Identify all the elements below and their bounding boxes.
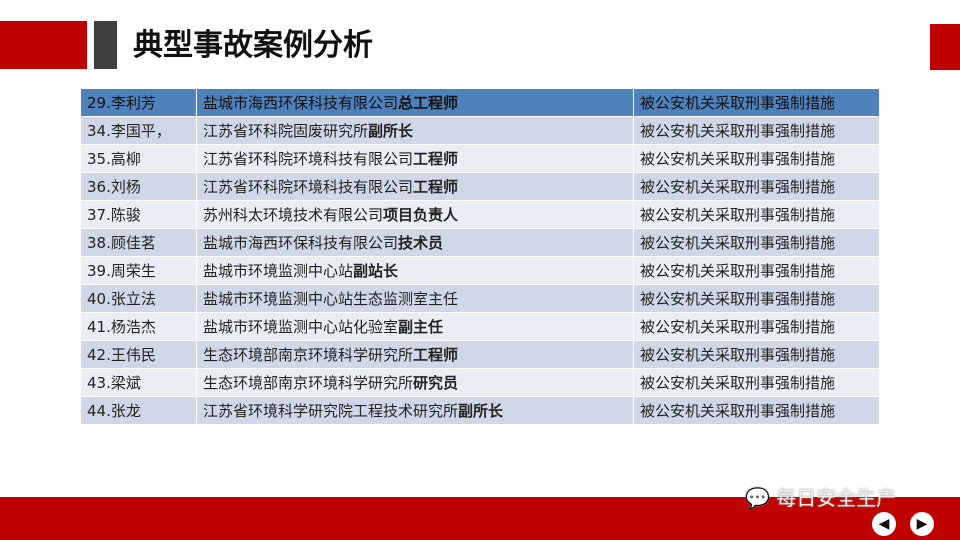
org-text: 生态环境部南京环境科学研究所: [203, 374, 414, 392]
status-cell: 被公安机关采取刑事强制措施: [633, 312, 880, 341]
footer-band: [0, 497, 960, 540]
org-text: 盐城市环境监测中心站化验室: [203, 318, 399, 336]
role-text: 副站长: [353, 262, 399, 280]
arrow-left-icon: ◀: [878, 516, 890, 532]
org-text: 盐城市海西环保科技有限公司: [203, 94, 399, 112]
table-row: 39.周荣生 盐城市环境监测中心站副站长 被公安机关采取刑事强制措施: [80, 256, 880, 285]
status-cell: 被公安机关采取刑事强制措施: [633, 340, 880, 369]
org-cell: 苏州科太环境技术有限公司项目负责人: [196, 200, 634, 229]
status-cell: 被公安机关采取刑事强制措施: [633, 144, 880, 173]
role-text: 工程师: [413, 178, 459, 196]
status-cell: 被公安机关采取刑事强制措施: [633, 88, 880, 117]
org-text: 盐城市环境监测中心站: [203, 262, 354, 280]
watermark-text: 每日安全生产: [776, 486, 897, 510]
wechat-icon: 💬: [745, 486, 770, 510]
org-cell: 江苏省环科院环境科技有限公司工程师: [196, 172, 634, 201]
org-text: 江苏省环科院环境科技有限公司: [203, 178, 414, 196]
table-row: 38.顾佳茗 盐城市海西环保科技有限公司技术员 被公安机关采取刑事强制措施: [80, 228, 880, 257]
org-cell: 盐城市环境监测中心站化验室副主任: [196, 312, 634, 341]
role-text: 副所长: [458, 402, 504, 420]
status-cell: 被公安机关采取刑事强制措施: [633, 284, 880, 313]
table-row: 29.李利芳 盐城市海西环保科技有限公司总工程师 被公安机关采取刑事强制措施: [80, 88, 880, 117]
next-button[interactable]: ▶: [910, 512, 934, 536]
table-row: 36.刘杨 江苏省环科院环境科技有限公司工程师 被公安机关采取刑事强制措施: [80, 172, 880, 201]
org-cell: 江苏省环科院环境科技有限公司工程师: [196, 144, 634, 173]
org-text: 苏州科太环境技术有限公司: [203, 206, 384, 224]
org-text: 江苏省环科院固废研究所: [203, 122, 369, 140]
org-text: 盐城市环境监测中心站生态监测室主任: [203, 290, 459, 308]
name-cell: 42.王伟民: [80, 340, 197, 369]
status-cell: 被公安机关采取刑事强制措施: [633, 396, 880, 425]
red-accent-left: [0, 21, 87, 69]
name-cell: 36.刘杨: [80, 172, 197, 201]
table-row: 43.梁斌 生态环境部南京环境科学研究所研究员 被公安机关采取刑事强制措施: [80, 368, 880, 397]
status-cell: 被公安机关采取刑事强制措施: [633, 368, 880, 397]
status-cell: 被公安机关采取刑事强制措施: [633, 200, 880, 229]
table-row: 41.杨浩杰 盐城市环境监测中心站化验室副主任 被公安机关采取刑事强制措施: [80, 312, 880, 341]
name-cell: 41.杨浩杰: [80, 312, 197, 341]
page-title: 典型事故案例分析: [133, 28, 373, 63]
table-row: 44.张龙 江苏省环境科学研究院工程技术研究所副所长 被公安机关采取刑事强制措施: [80, 396, 880, 425]
role-text: 副所长: [368, 122, 414, 140]
org-text: 盐城市海西环保科技有限公司: [203, 234, 399, 252]
watermark: 💬 每日安全生产: [745, 482, 896, 511]
name-cell: 40.张立法: [80, 284, 197, 313]
status-cell: 被公安机关采取刑事强制措施: [633, 228, 880, 257]
org-cell: 江苏省环境科学研究院工程技术研究所副所长: [196, 396, 634, 425]
name-cell: 38.顾佳茗: [80, 228, 197, 257]
table-row: 37.陈骏 苏州科太环境技术有限公司项目负责人 被公安机关采取刑事强制措施: [80, 200, 880, 229]
org-text: 生态环境部南京环境科学研究所: [203, 346, 414, 364]
arrow-right-icon: ▶: [916, 516, 928, 532]
status-cell: 被公安机关采取刑事强制措施: [633, 256, 880, 285]
table-row: 42.王伟民 生态环境部南京环境科学研究所工程师 被公安机关采取刑事强制措施: [80, 340, 880, 369]
table-row: 35.高柳 江苏省环科院环境科技有限公司工程师 被公安机关采取刑事强制措施: [80, 144, 880, 173]
name-cell: 34.李国平，: [80, 116, 197, 145]
status-cell: 被公安机关采取刑事强制措施: [633, 116, 880, 145]
red-accent-right: [930, 24, 960, 70]
name-cell: 29.李利芳: [80, 88, 197, 117]
name-cell: 39.周荣生: [80, 256, 197, 285]
org-text: 江苏省环科院环境科技有限公司: [203, 150, 414, 168]
name-cell: 37.陈骏: [80, 200, 197, 229]
name-cell: 44.张龙: [80, 396, 197, 425]
org-cell: 盐城市环境监测中心站生态监测室主任: [196, 284, 634, 313]
role-text: 工程师: [413, 346, 459, 364]
role-text: 技术员: [398, 234, 444, 252]
table-row: 40.张立法 盐城市环境监测中心站生态监测室主任 被公安机关采取刑事强制措施: [80, 284, 880, 313]
case-table: 29.李利芳 盐城市海西环保科技有限公司总工程师 被公安机关采取刑事强制措施 34…: [80, 88, 880, 425]
org-cell: 生态环境部南京环境科学研究所研究员: [196, 368, 634, 397]
org-cell: 盐城市环境监测中心站副站长: [196, 256, 634, 285]
role-text: 项目负责人: [383, 206, 459, 224]
name-cell: 43.梁斌: [80, 368, 197, 397]
role-text: 研究员: [413, 374, 459, 392]
role-text: 副主任: [398, 318, 444, 336]
prev-button[interactable]: ◀: [872, 512, 896, 536]
role-text: 总工程师: [398, 94, 459, 112]
name-cell: 35.高柳: [80, 144, 197, 173]
org-cell: 盐城市海西环保科技有限公司总工程师: [196, 88, 634, 117]
org-cell: 江苏省环科院固废研究所副所长: [196, 116, 634, 145]
table-row: 34.李国平， 江苏省环科院固废研究所副所长 被公安机关采取刑事强制措施: [80, 116, 880, 145]
org-cell: 生态环境部南京环境科学研究所工程师: [196, 340, 634, 369]
status-cell: 被公安机关采取刑事强制措施: [633, 172, 880, 201]
org-cell: 盐城市海西环保科技有限公司技术员: [196, 228, 634, 257]
role-text: 工程师: [413, 150, 459, 168]
org-text: 江苏省环境科学研究院工程技术研究所: [203, 402, 459, 420]
grey-accent: [94, 21, 117, 69]
